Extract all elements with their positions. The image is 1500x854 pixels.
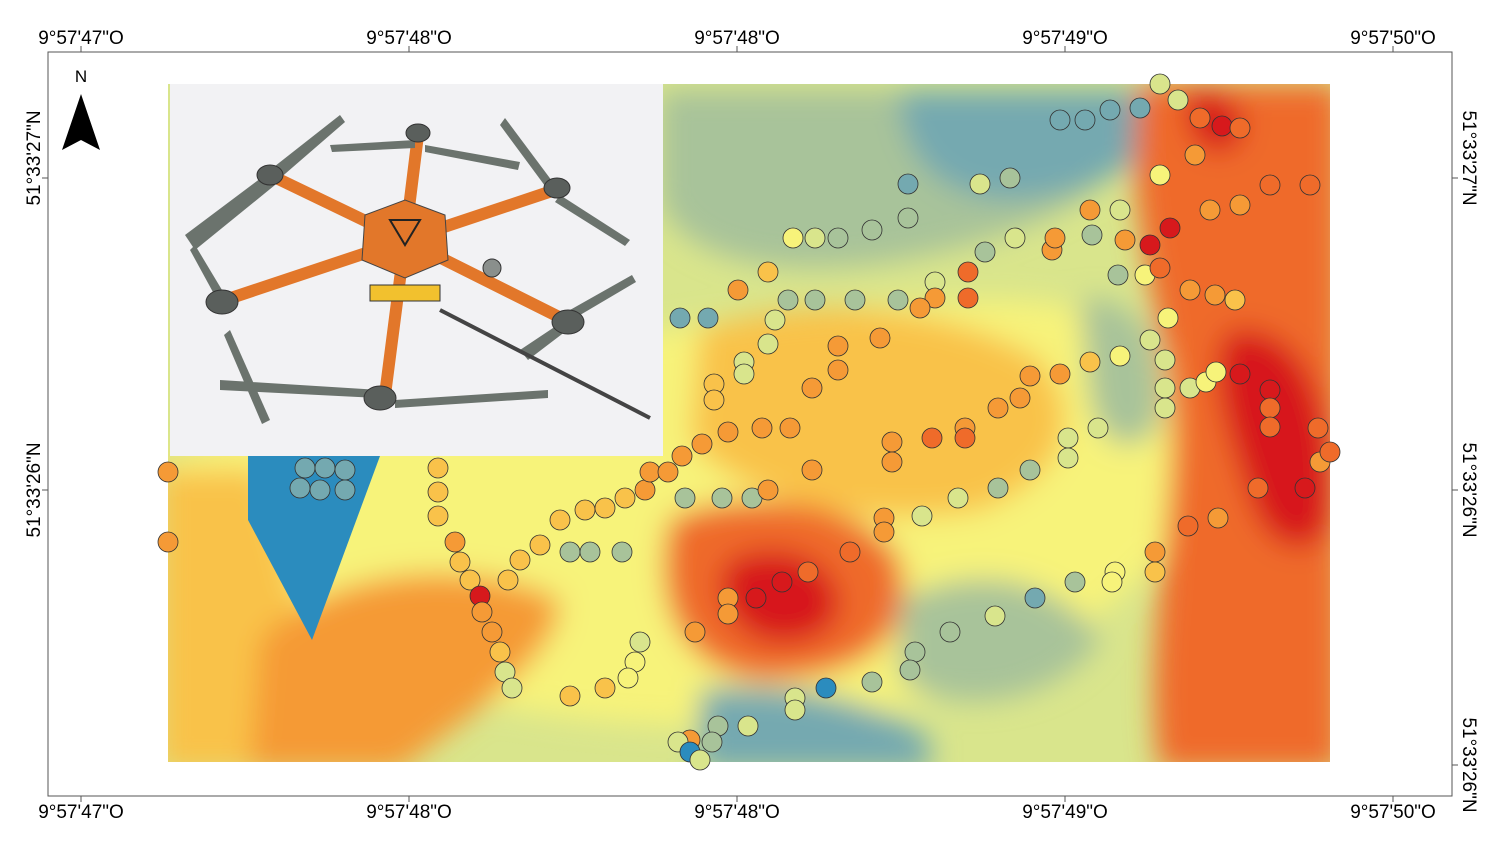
x-label-top: 9°57'49"O <box>1022 28 1108 49</box>
north-label: N <box>75 67 87 86</box>
x-label-bottom: 9°57'48"O <box>694 802 780 823</box>
x-label-bottom: 9°57'47"O <box>38 802 124 823</box>
y-label-left: 51°33'26"N <box>24 442 45 537</box>
x-label-bottom: 9°57'50"O <box>1350 802 1436 823</box>
y-axis-left-labels: 51°33'27"N 51°33'26"N <box>24 110 45 537</box>
x-axis-bottom-labels: 9°57'47"O 9°57'48"O 9°57'48"O 9°57'49"O … <box>38 802 1436 823</box>
north-arrow-icon: N <box>62 67 100 150</box>
tick-marks <box>42 46 1458 802</box>
y-axis-right-labels: 51°33'27"N 51°33'26"N 51°33'26"N <box>1458 110 1479 812</box>
x-label-top: 9°57'48"O <box>366 28 452 49</box>
x-label-top: 9°57'50"O <box>1350 28 1436 49</box>
y-label-right: 51°33'26"N <box>1458 442 1479 537</box>
x-label-bottom: 9°57'49"O <box>1022 802 1108 823</box>
x-axis-top-labels: 9°57'47"O 9°57'48"O 9°57'48"O 9°57'49"O … <box>38 28 1436 49</box>
y-label-right: 51°33'26"N <box>1458 717 1479 812</box>
sample-points <box>157 73 1341 771</box>
points-upper-band <box>669 73 1321 438</box>
y-label-left: 51°33'27"N <box>24 110 45 205</box>
y-label-right: 51°33'27"N <box>1458 110 1479 205</box>
drone-photo-icon <box>170 84 663 456</box>
x-label-bottom: 9°57'48"O <box>366 802 452 823</box>
x-label-top: 9°57'47"O <box>38 28 124 49</box>
points-lower-band <box>157 417 1341 771</box>
x-label-top: 9°57'48"O <box>694 28 780 49</box>
